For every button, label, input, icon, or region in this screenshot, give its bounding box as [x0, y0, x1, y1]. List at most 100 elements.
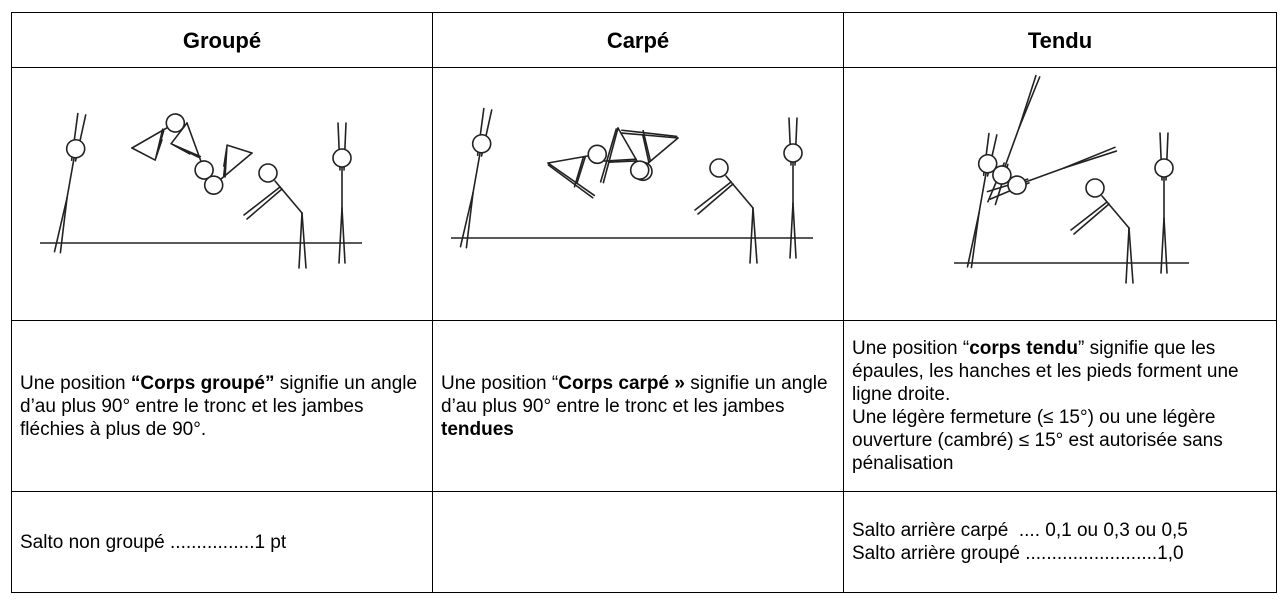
- illustration: [451, 107, 813, 264]
- limb: [170, 122, 188, 145]
- text: ” signifie que les épaules, les hanches …: [852, 338, 1239, 405]
- gymnast: [966, 132, 998, 269]
- limb: [66, 156, 75, 199]
- limb: [573, 155, 585, 188]
- gymnast: [332, 122, 352, 264]
- limb: [621, 129, 678, 138]
- limb: [172, 144, 200, 158]
- illustration: [954, 74, 1189, 284]
- limb: [1160, 217, 1165, 274]
- limb: [274, 180, 303, 214]
- limb: [789, 202, 794, 259]
- illustration: [40, 112, 362, 269]
- limb: [59, 197, 68, 254]
- limb: [1101, 195, 1130, 229]
- head: [629, 160, 650, 180]
- head: [258, 163, 278, 183]
- limb: [617, 127, 640, 165]
- limb: [749, 207, 754, 264]
- penalty: Salto non groupé ................1 pt: [11, 491, 433, 593]
- bold-text: Corps carpé »: [558, 372, 685, 394]
- gymnast: [203, 144, 253, 195]
- head: [165, 113, 186, 133]
- text: signifie un angle d’au plus 90° entre le…: [20, 372, 418, 440]
- bold-text: corps tendu: [969, 338, 1078, 359]
- image-cell: [11, 67, 433, 321]
- limb: [547, 155, 590, 164]
- limb: [1063, 150, 1118, 169]
- limb: [298, 212, 303, 269]
- limb: [155, 130, 165, 159]
- limb: [694, 181, 732, 211]
- head: [977, 153, 998, 174]
- limb: [1125, 227, 1130, 284]
- limb: [547, 162, 596, 197]
- limb: [1063, 146, 1116, 169]
- head: [65, 138, 86, 159]
- limb: [752, 207, 758, 264]
- gymnast: [131, 113, 186, 161]
- limb: [1004, 127, 1020, 168]
- limb: [472, 151, 481, 194]
- limb: [243, 186, 281, 216]
- limb: [599, 128, 618, 183]
- positions-table: Groupé Carpé Tendu Une position “Corps g…: [11, 12, 1277, 593]
- bold-text: tendues: [441, 418, 514, 440]
- header-row: Groupé Carpé Tendu: [11, 12, 1277, 68]
- limb: [131, 147, 156, 161]
- penalty-line: Salto non groupé ................1 pt: [20, 531, 287, 553]
- limb: [576, 155, 587, 185]
- limb: [341, 207, 346, 264]
- text: signifie un angle d’au plus 90° entre le…: [441, 372, 828, 417]
- head: [587, 144, 608, 165]
- header-cell: Tendu: [843, 12, 1277, 68]
- gymnast: [170, 122, 214, 180]
- limb: [1070, 201, 1108, 231]
- limb: [970, 212, 980, 269]
- limb: [697, 183, 734, 215]
- limb: [620, 132, 679, 139]
- gymnast: [243, 163, 307, 269]
- text: Une position: [20, 372, 131, 394]
- description: Une position “Corps carpé » signifie un …: [432, 320, 844, 492]
- head: [203, 175, 224, 195]
- limb: [1024, 167, 1065, 183]
- header-cell: Groupé: [11, 12, 433, 68]
- limb: [725, 175, 754, 209]
- limb: [1018, 74, 1037, 129]
- description: Une position “Corps groupé” signifie un …: [11, 320, 433, 492]
- head: [709, 158, 729, 178]
- limb: [547, 164, 594, 199]
- image-cell: [843, 67, 1277, 321]
- bold-text: “Corps groupé”: [130, 372, 275, 394]
- gymnast: [987, 74, 1041, 206]
- header-cell: Carpé: [432, 12, 844, 68]
- head: [1085, 178, 1105, 198]
- limb: [1073, 203, 1110, 235]
- limb: [645, 137, 679, 166]
- limb: [792, 202, 797, 259]
- limb: [222, 147, 228, 177]
- penalty-line: Salto arrière groupé ...................…: [852, 543, 1184, 564]
- gymnast: [1154, 132, 1174, 274]
- gymnast: [53, 112, 87, 254]
- note: Une légère fermeture (≤ 15°) ou une légè…: [852, 407, 1223, 474]
- penalty-line: Salto arrière carpé .... 0,1 ou 0,3 ou 0…: [852, 520, 1188, 541]
- penalty-row: Salto non groupé ................1 pt Sa…: [11, 491, 1277, 593]
- gymnast: [620, 129, 679, 180]
- limb: [459, 192, 474, 248]
- description: Une position “corps tendu” signifie que …: [843, 320, 1277, 492]
- limb: [608, 160, 638, 163]
- gymnast: [694, 158, 758, 264]
- limb: [246, 188, 283, 220]
- gymnast: [1070, 178, 1134, 284]
- penalty: [432, 491, 844, 593]
- head: [471, 133, 492, 154]
- limb: [1163, 217, 1168, 274]
- limb: [602, 127, 619, 184]
- image-row: [11, 67, 1277, 321]
- text: Une position “: [441, 372, 559, 394]
- limb: [603, 158, 637, 162]
- gymnast: [783, 117, 803, 259]
